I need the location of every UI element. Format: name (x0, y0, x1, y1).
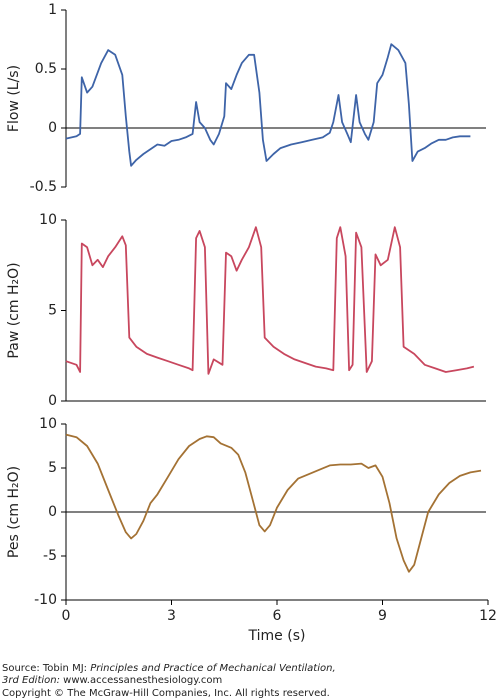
x-tick-label: 3 (167, 608, 176, 624)
source-title: Principles and Practice of Mechanical Ve… (90, 663, 335, 674)
source-line: Source: Tobin MJ: Principles and Practic… (2, 663, 336, 674)
y-tick-label: 0 (48, 393, 57, 409)
source-prefix: Source: Tobin MJ: (2, 663, 90, 674)
x-tick-label: 12 (479, 608, 497, 624)
x-tick-label: 0 (62, 608, 71, 624)
data-line (65, 226, 475, 375)
x-tick-label: 6 (273, 608, 282, 624)
y-axis-title: Pes (cm H₂O) (6, 466, 22, 558)
copyright: Copyright © The McGraw-Hill Companies, I… (2, 688, 330, 699)
y-tick-label: 1 (48, 2, 57, 18)
y-axis-title: Flow (L/s) (6, 65, 22, 132)
y-tick-label: 0.5 (35, 61, 57, 77)
x-tick-label: 9 (378, 608, 387, 624)
source-url: www.accessanesthesiology.com (60, 675, 222, 686)
y-tick-label: -0.5 (30, 179, 57, 195)
data-line (65, 433, 482, 573)
y-tick-label: 10 (39, 416, 57, 432)
y-tick-label: -10 (34, 592, 57, 608)
source-line-2: 3rd Edition: www.accessanesthesiology.co… (2, 675, 222, 686)
y-axis-title: Paw (cm H₂O) (6, 262, 22, 358)
y-tick-label: 5 (48, 460, 57, 476)
x-axis-title: Time (s) (248, 628, 306, 644)
y-tick-label: 5 (48, 303, 57, 319)
y-tick-label: 10 (39, 212, 57, 228)
y-tick-label: -5 (43, 548, 57, 564)
y-tick-label: 0 (48, 504, 57, 520)
data-line (65, 43, 471, 167)
source-edition: 3rd Edition: (2, 675, 60, 686)
y-tick-label: 0 (48, 120, 57, 136)
